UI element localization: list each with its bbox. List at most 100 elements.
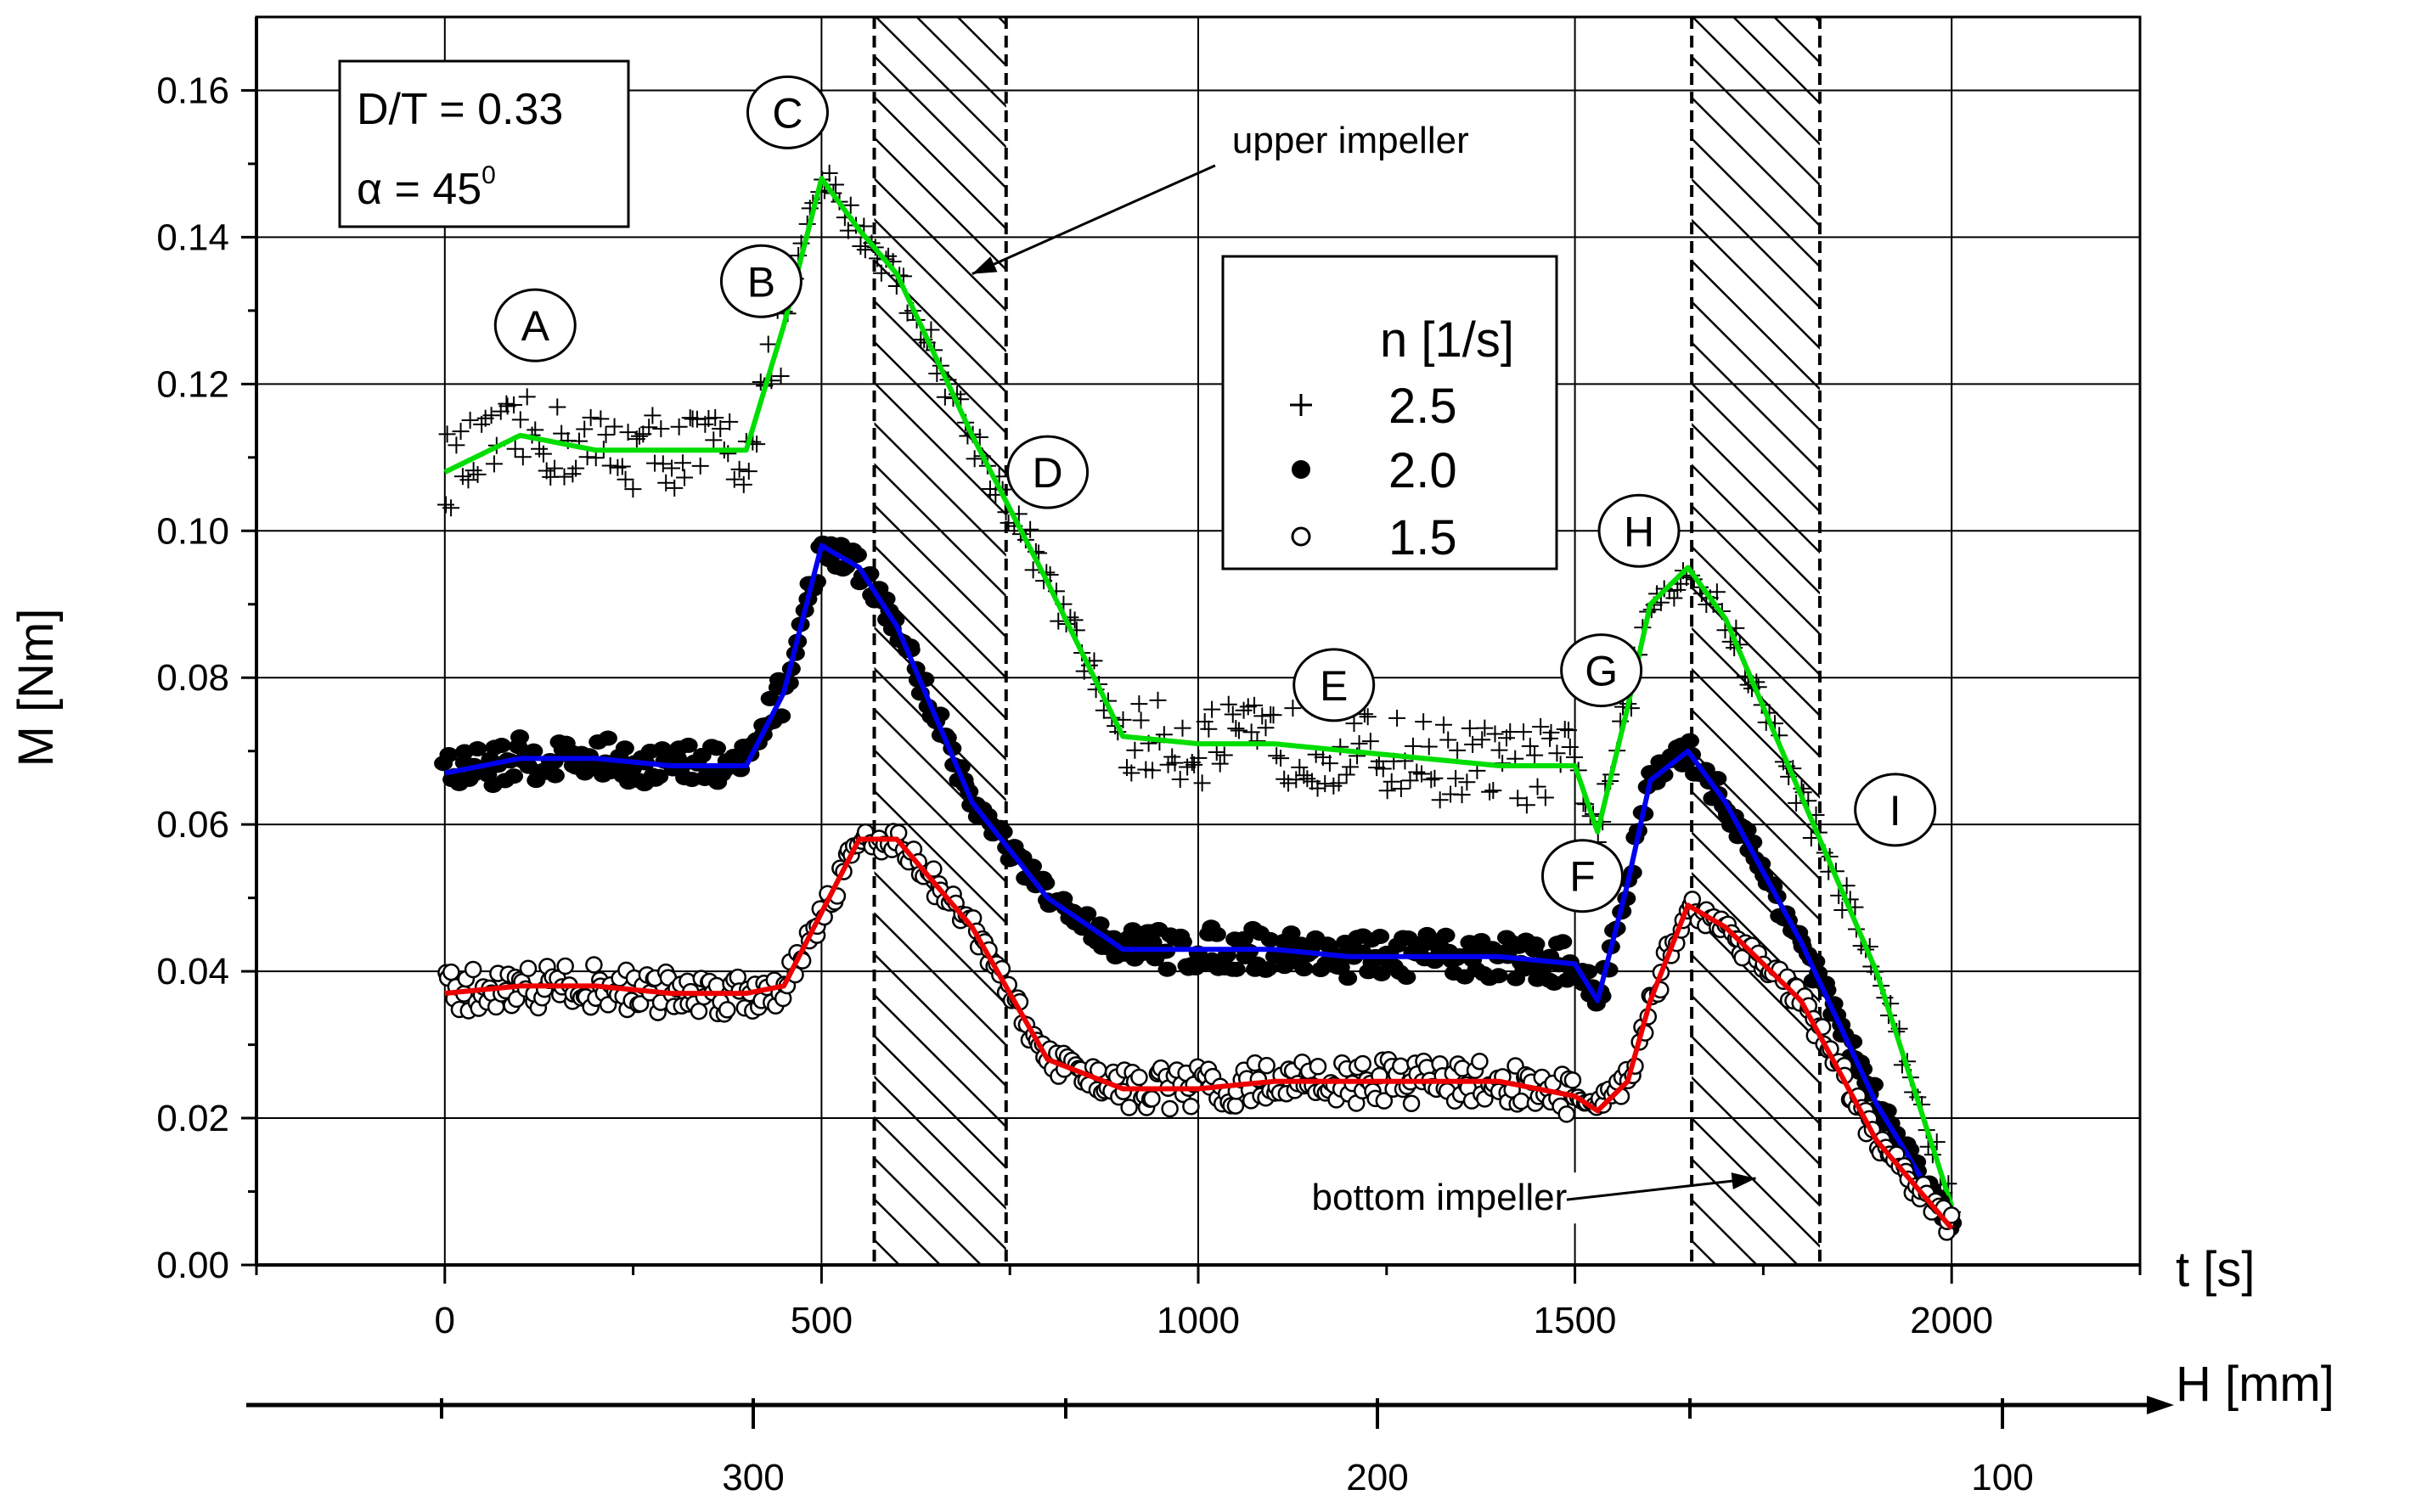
point-plus	[1404, 737, 1422, 755]
point-label-text: H	[1624, 508, 1654, 555]
point-plus	[1196, 713, 1214, 731]
point-filled	[545, 767, 565, 784]
point-open	[442, 963, 460, 981]
point-filled	[679, 737, 698, 753]
point-filled	[1338, 970, 1358, 986]
point-plus	[1556, 721, 1574, 739]
point-plus	[1257, 719, 1275, 737]
point-plus	[1473, 731, 1491, 749]
point-plus	[1338, 766, 1355, 784]
point-open	[1309, 1058, 1327, 1076]
point-plus	[459, 471, 477, 489]
point-plus	[1374, 760, 1392, 778]
y-tick-label: 0.14	[156, 216, 229, 258]
point-plus	[567, 459, 585, 477]
point-plus	[670, 418, 688, 436]
info-box-alpha: α = 450	[357, 161, 496, 214]
point-open	[1375, 1092, 1394, 1110]
bottom-impeller-label-bg	[1277, 1172, 1601, 1224]
bottom-impeller-arrow	[1566, 1177, 1756, 1201]
point-plus	[1132, 711, 1150, 729]
point-filled	[510, 729, 530, 745]
info-box: D/T = 0.33 α = 450	[338, 59, 630, 228]
point-plus	[827, 176, 845, 194]
legend-marker-open-circle	[1291, 526, 1311, 547]
legend-marker-filled-circle	[1292, 460, 1310, 479]
point-plus	[1392, 779, 1410, 797]
point-plus	[576, 420, 594, 438]
point-plus	[1174, 719, 1191, 737]
point-open	[1354, 1054, 1371, 1073]
point-plus	[1159, 756, 1177, 773]
y-tick-label: 0.08	[156, 657, 229, 699]
point-plus	[597, 425, 615, 443]
secondary-tick-label: 200	[1346, 1457, 1408, 1498]
point-plus	[1235, 701, 1253, 719]
point-filled	[1397, 970, 1416, 986]
point-label-text: B	[747, 258, 775, 306]
point-plus	[531, 440, 549, 458]
secondary-tick-label: 300	[722, 1457, 784, 1498]
point-plus	[657, 474, 675, 492]
point-plus	[673, 454, 691, 472]
info-box-dt: D/T = 0.33	[357, 85, 563, 134]
point-plus	[1203, 700, 1221, 718]
point-open	[1161, 1099, 1179, 1118]
point-plus	[1515, 723, 1533, 741]
point-plus	[578, 448, 596, 466]
point-plus	[1532, 717, 1550, 735]
legend-marker-plus	[1290, 394, 1312, 416]
point-plus	[511, 411, 529, 429]
x-tick-label: 1500	[1534, 1300, 1617, 1341]
point-plus	[1484, 782, 1502, 800]
point-plus	[644, 407, 662, 424]
point-filled	[707, 740, 727, 756]
point-plus	[1248, 732, 1266, 750]
point-label-H: H	[1597, 493, 1681, 568]
point-plus	[676, 469, 694, 486]
point-plus	[485, 455, 503, 473]
point-plus	[1246, 696, 1264, 714]
point-open	[1182, 1097, 1200, 1116]
point-open	[925, 860, 943, 878]
point-plus	[1219, 695, 1237, 713]
point-filled	[1173, 934, 1192, 950]
point-plus	[1215, 746, 1233, 764]
point-filled	[1157, 961, 1177, 977]
point-plus	[1345, 715, 1363, 733]
point-plus	[1447, 769, 1465, 787]
point-filled	[650, 768, 669, 784]
point-plus	[609, 458, 627, 476]
point-plus	[546, 459, 564, 477]
point-filled	[468, 741, 487, 757]
point-plus	[1022, 520, 1039, 538]
point-plus	[613, 458, 631, 475]
point-plus	[1561, 738, 1579, 756]
point-plus	[1264, 706, 1282, 724]
point-plus	[1200, 720, 1218, 738]
point-plus	[730, 460, 748, 478]
point-filled	[1320, 939, 1339, 955]
point-plus	[1426, 769, 1444, 787]
point-open	[585, 956, 603, 974]
point-plus	[527, 421, 544, 439]
point-plus	[872, 264, 890, 282]
point-label-circle	[1540, 839, 1624, 913]
point-plus	[1190, 749, 1208, 767]
point-plus	[748, 436, 766, 453]
point-plus	[1434, 716, 1452, 734]
point-filled	[504, 768, 524, 784]
point-plus	[469, 465, 487, 483]
point-plus	[1560, 722, 1578, 739]
point-plus	[1536, 789, 1554, 807]
point-open	[1120, 1099, 1138, 1116]
point-label-A: A	[493, 288, 577, 363]
point-plus	[1509, 790, 1527, 807]
point-label-text: F	[1569, 853, 1596, 901]
point-plus	[1415, 713, 1433, 731]
legend-entry-2: 2.0	[1388, 443, 1457, 498]
point-plus	[700, 410, 718, 428]
point-plus	[1193, 774, 1211, 792]
point-plus	[1453, 786, 1471, 804]
point-plus	[624, 481, 642, 498]
